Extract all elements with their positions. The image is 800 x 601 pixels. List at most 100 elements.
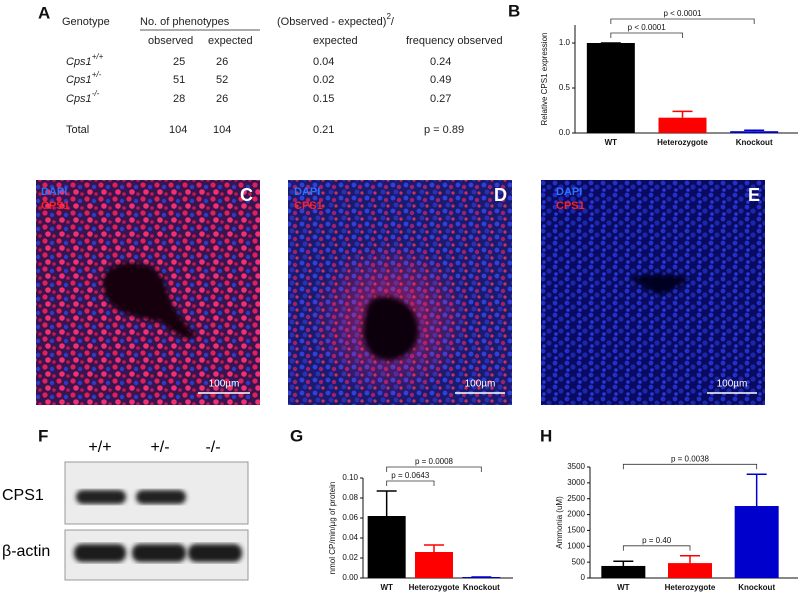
y-axis-label: Relative CPS1 expression — [540, 33, 549, 126]
p-value: p = 0.0038 — [671, 454, 710, 463]
cell: 51 — [173, 74, 185, 86]
superscript: +/+ — [92, 52, 104, 61]
gene: Cps1 — [66, 74, 92, 86]
y-tick-label: 0.10 — [342, 473, 358, 482]
cell: 0.02 — [313, 74, 334, 86]
cell: 26 — [216, 56, 228, 68]
band — [132, 544, 186, 562]
header-text: (Observed - expected) — [277, 16, 386, 28]
lane-label: -/- — [205, 439, 220, 456]
cell: 0.21 — [313, 124, 334, 136]
subheader: expected — [208, 35, 253, 47]
bar — [586, 43, 635, 133]
row-label: CPS1 — [2, 487, 44, 504]
bracket — [610, 18, 755, 24]
y-tick-label: 0.00 — [342, 573, 358, 582]
bracket — [386, 480, 435, 486]
p-value: p < 0.0001 — [663, 9, 702, 18]
panel-label: A — [38, 3, 50, 22]
genotype: Cps1-/- — [66, 89, 100, 105]
cell: 104 — [213, 124, 231, 136]
subheader: frequency observed — [406, 35, 503, 47]
micrograph: E DAPI CPS1 100µm — [541, 180, 765, 405]
vessel — [362, 296, 419, 361]
y-tick-label: 1.0 — [559, 38, 571, 47]
y-tick-label: 0.08 — [342, 493, 358, 502]
stain-label: CPS1 — [41, 200, 70, 212]
table: Genotype No. of phenotypes (Observed - e… — [62, 12, 503, 136]
genotype: Cps1+/+ — [66, 52, 104, 68]
cell: 0.24 — [430, 56, 451, 68]
x-tick-label: WT — [380, 583, 393, 592]
bracket — [386, 466, 482, 472]
header-suffix: / — [391, 16, 395, 28]
bar — [734, 506, 779, 578]
y-tick-label: 1000 — [567, 541, 585, 550]
band — [76, 490, 126, 504]
cell: 0.27 — [430, 93, 451, 105]
header: Genotype — [62, 16, 110, 28]
tissue — [541, 180, 765, 405]
panel-label: C — [240, 185, 253, 205]
panel-label: F — [38, 426, 48, 445]
panel-label: H — [540, 426, 552, 445]
gene: Cps1 — [66, 56, 92, 68]
y-tick-label: 2000 — [567, 510, 585, 519]
y-tick-label: 0.0 — [559, 128, 571, 137]
header: No. of phenotypes — [140, 16, 230, 28]
cell: 0.15 — [313, 93, 334, 105]
gene: Cps1 — [66, 93, 92, 105]
y-tick-label: 3500 — [567, 462, 585, 471]
y-tick-label: 0.02 — [342, 553, 358, 562]
panel-label: E — [748, 185, 760, 205]
cell: 26 — [216, 93, 228, 105]
y-tick-label: 2500 — [567, 494, 585, 503]
western-blot: +/+ +/- -/- CPS1 β-actin — [2, 439, 249, 581]
panel-label: D — [494, 185, 507, 205]
bracket — [622, 545, 691, 551]
total-label: Total — [66, 124, 89, 136]
p-value: p < 0.0001 — [628, 23, 667, 32]
row-label: β-actin — [2, 543, 50, 560]
bar — [668, 563, 712, 578]
stain-label: DAPI — [41, 186, 67, 198]
y-tick-label: 500 — [572, 557, 586, 566]
vessel — [102, 262, 196, 338]
band — [188, 544, 242, 562]
cell: 0.04 — [313, 56, 334, 68]
scale-label: 100µm — [465, 379, 496, 390]
stain-label: CPS1 — [556, 200, 585, 212]
superscript: -/- — [92, 89, 100, 98]
bar — [415, 552, 453, 578]
bar — [367, 516, 406, 578]
y-tick-label: 0.04 — [342, 533, 358, 542]
bracket — [610, 32, 683, 38]
y-tick-label: 0.06 — [342, 513, 358, 522]
stain-label: CPS1 — [294, 200, 323, 212]
x-tick-label: WT — [617, 583, 630, 592]
band — [74, 544, 126, 562]
scale-label: 100µm — [717, 379, 748, 390]
cell: 0.49 — [430, 74, 451, 86]
superscript: +/- — [92, 70, 102, 79]
band — [136, 490, 186, 504]
stain-label: DAPI — [556, 186, 582, 198]
x-tick-label: Knockout — [736, 138, 773, 147]
bar — [658, 117, 707, 133]
x-tick-label: Heterozygote — [657, 138, 708, 147]
superscript: 2 — [386, 12, 391, 21]
genotype: Cps1+/- — [66, 70, 102, 86]
p-value: p = 0.40 — [642, 536, 672, 545]
bar — [601, 565, 646, 578]
bracket — [622, 463, 758, 470]
vessel — [630, 274, 690, 295]
y-tick-label: 1500 — [567, 526, 585, 535]
x-tick-label: Heterozygote — [409, 583, 460, 592]
cell: 52 — [216, 74, 228, 86]
panel-label: B — [508, 1, 520, 20]
x-tick-label: Knockout — [463, 583, 500, 592]
micrograph: C DAPI CPS1 100µm — [36, 180, 260, 405]
bar — [730, 131, 779, 133]
